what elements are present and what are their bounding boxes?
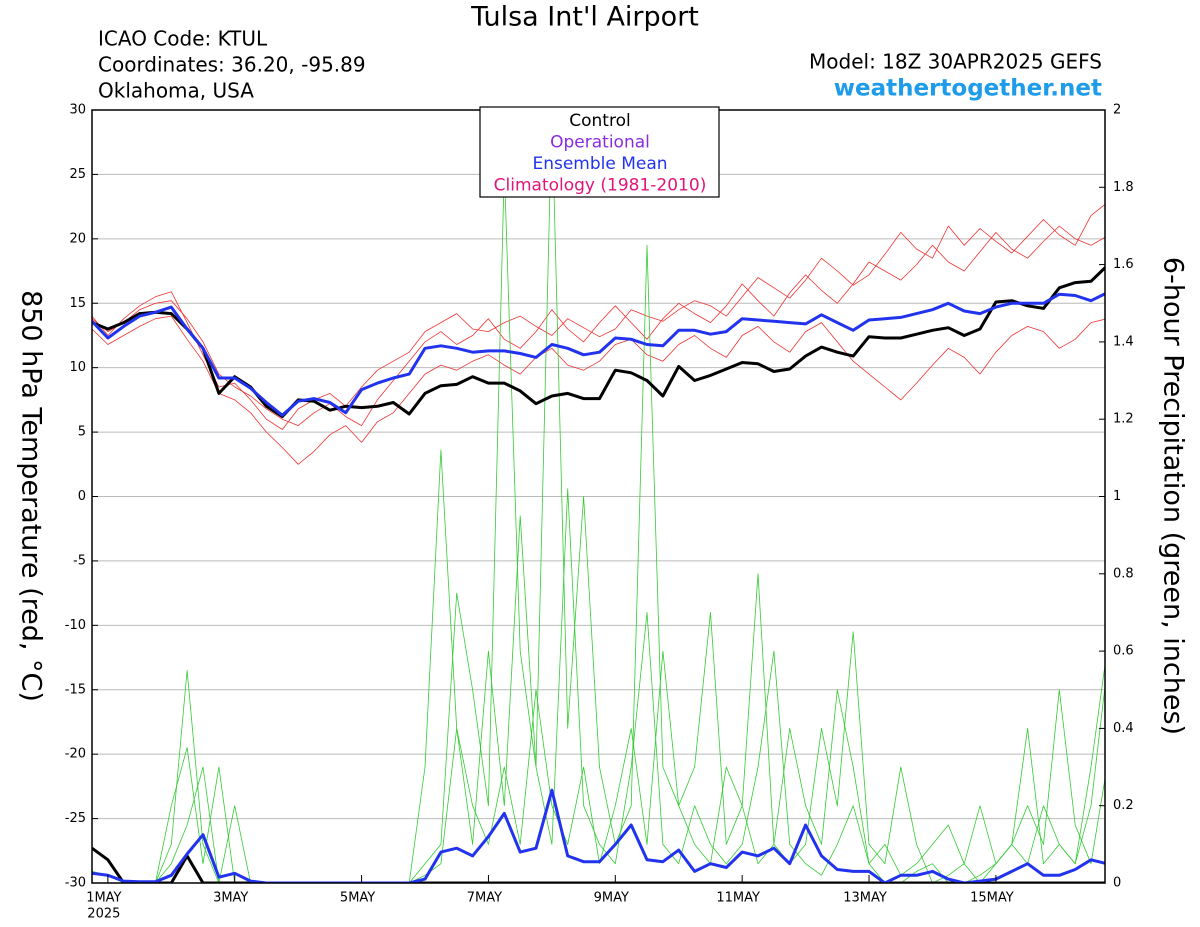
y-tick-label: 15 — [69, 296, 86, 311]
y2-tick-label: 1.8 — [1113, 180, 1134, 195]
data-line — [92, 225, 1105, 426]
x-tick-label: 15MAY — [970, 891, 1014, 906]
station-info: Oklahoma, USA — [98, 79, 254, 103]
x-tick-label: 5MAY — [340, 891, 375, 906]
legend-entry: Control — [569, 111, 630, 131]
legend-entry: Operational — [550, 133, 650, 153]
data-line — [92, 203, 1105, 430]
y-tick-label: 0 — [78, 489, 86, 504]
data-line — [92, 110, 1105, 883]
station-info: ICAO Code: KTUL — [98, 27, 268, 51]
x-tick-label: 3MAY — [213, 891, 248, 906]
y-tick-label: -5 — [73, 553, 86, 568]
x-year-label: 2025 — [87, 907, 120, 922]
y-tick-label: -15 — [65, 682, 86, 697]
y-tick-label: 30 — [69, 103, 86, 118]
y-tick-label: -10 — [65, 618, 86, 633]
y2-tick-label: 0 — [1113, 876, 1121, 891]
y2-tick-label: 0.2 — [1113, 798, 1134, 813]
data-line — [92, 265, 1105, 419]
y2-tick-label: 0.4 — [1113, 721, 1134, 736]
station-info: Coordinates: 36.20, -95.89 — [98, 53, 366, 77]
legend-box — [479, 106, 720, 198]
x-tick-label: 1MAY — [86, 891, 121, 906]
data-line — [92, 292, 1105, 417]
y2-tick-label: 2 — [1113, 103, 1121, 118]
y-axis-label: 850 hPa Temperature (red, °C) — [16, 290, 47, 702]
y-tick-label: -25 — [65, 811, 86, 826]
axes: -30-25-20-15-10-505101520253000.20.40.60… — [65, 103, 1134, 922]
y-tick-label: -20 — [65, 747, 86, 762]
y-tick-label: 20 — [69, 231, 86, 246]
y2-tick-label: 1.6 — [1113, 257, 1134, 272]
x-tick-label: 9MAY — [594, 891, 629, 906]
site-name: weathertogether.net — [834, 76, 1102, 102]
y-tick-label: 10 — [69, 360, 86, 375]
y2-tick-label: 0.6 — [1113, 644, 1134, 659]
y-tick-label: 25 — [69, 167, 86, 182]
y2-tick-label: 1.4 — [1113, 334, 1134, 349]
data-line — [92, 612, 1105, 883]
x-tick-label: 13MAY — [843, 891, 887, 906]
y2-tick-label: 0.8 — [1113, 566, 1134, 581]
data-line — [92, 449, 1105, 883]
y2-tick-label: 1 — [1113, 489, 1121, 504]
x-tick-label: 11MAY — [716, 891, 760, 906]
data-line — [92, 788, 1105, 883]
x-tick-label: 7MAY — [467, 891, 502, 906]
chart-title: Tulsa Int'l Airport — [470, 2, 699, 33]
model-info: Model: 18Z 30APR2025 GEFS — [809, 50, 1102, 74]
legend-entry: Climatology (1981-2010) — [494, 176, 707, 196]
data-line — [92, 315, 1105, 465]
y2-axis-label: 6-hour Precipitation (green, inches) — [1158, 257, 1189, 735]
y-tick-label: -30 — [65, 876, 86, 891]
y-tick-label: 5 — [78, 425, 86, 440]
grid — [92, 109, 1105, 884]
y2-tick-label: 1.2 — [1113, 412, 1134, 427]
legend-entry: Ensemble Mean — [532, 154, 667, 174]
